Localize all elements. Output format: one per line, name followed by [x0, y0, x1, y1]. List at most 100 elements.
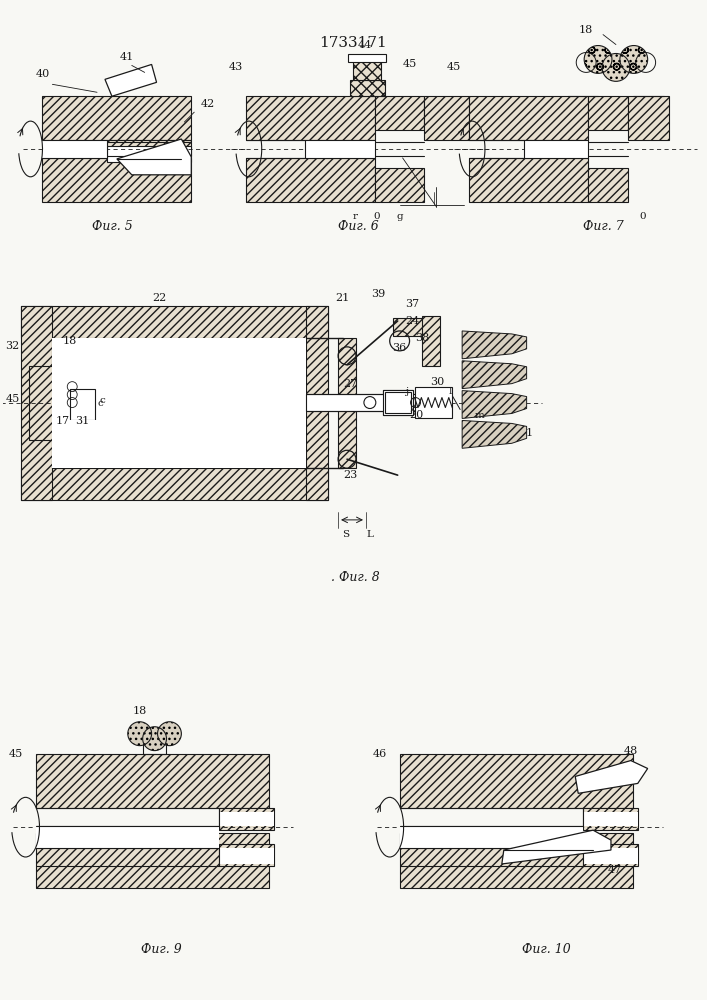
Text: j: j	[405, 387, 408, 396]
Bar	[628, 96, 670, 140]
Bar	[469, 96, 588, 140]
Text: 17: 17	[55, 416, 69, 426]
Text: 38: 38	[415, 333, 430, 343]
Bar	[42, 158, 192, 202]
Bar	[424, 96, 469, 140]
Polygon shape	[117, 139, 192, 175]
Polygon shape	[462, 391, 527, 418]
Text: 0: 0	[639, 212, 646, 221]
Ellipse shape	[620, 46, 648, 73]
Text: 18: 18	[579, 25, 593, 35]
Text: 42: 42	[201, 99, 215, 109]
Text: 23: 23	[343, 470, 357, 480]
Bar	[42, 96, 192, 140]
Text: 31: 31	[75, 416, 89, 426]
Text: Фиг. 5: Фиг. 5	[91, 220, 132, 233]
Bar	[469, 158, 588, 202]
Bar	[382, 390, 412, 415]
Bar	[53, 418, 108, 440]
Bar	[350, 80, 385, 96]
Text: . Фиг. 8: . Фиг. 8	[331, 571, 380, 584]
Text: Фиг. 9: Фиг. 9	[141, 943, 182, 956]
Bar	[583, 844, 638, 866]
Bar	[375, 168, 424, 202]
Bar	[385, 392, 411, 413]
Bar	[392, 318, 433, 336]
Bar	[21, 468, 328, 500]
Text: Фиг. 6: Фиг. 6	[337, 220, 378, 233]
Polygon shape	[462, 331, 527, 359]
Bar	[338, 338, 356, 468]
Bar	[588, 168, 628, 202]
Text: Фиг. 7: Фиг. 7	[583, 220, 624, 233]
Bar	[42, 140, 107, 158]
Bar	[306, 306, 328, 500]
Ellipse shape	[128, 722, 151, 746]
Text: 46: 46	[373, 749, 387, 759]
Text: r: r	[353, 212, 358, 221]
Polygon shape	[462, 420, 527, 448]
Text: 43: 43	[229, 62, 243, 72]
Bar	[35, 754, 269, 808]
Text: 36: 36	[392, 343, 407, 353]
Text: 45: 45	[402, 59, 416, 69]
Bar	[107, 140, 192, 156]
Text: 1: 1	[526, 428, 533, 438]
Bar	[414, 387, 452, 418]
Bar	[524, 140, 588, 158]
Bar	[583, 848, 638, 864]
Text: 45: 45	[8, 749, 23, 759]
Text: 1733171: 1733171	[319, 36, 387, 50]
Bar	[353, 60, 381, 80]
Bar	[70, 410, 95, 420]
Text: 45: 45	[447, 62, 462, 72]
Text: 0: 0	[373, 212, 380, 221]
Polygon shape	[575, 761, 648, 793]
Text: c: c	[99, 396, 105, 405]
Ellipse shape	[158, 722, 182, 746]
Bar	[70, 389, 95, 420]
Text: 22: 22	[153, 293, 167, 303]
Bar	[382, 390, 412, 415]
Ellipse shape	[602, 53, 630, 81]
Bar	[306, 394, 416, 411]
Bar	[246, 96, 375, 140]
Bar	[588, 96, 628, 130]
Bar	[52, 391, 97, 420]
Bar	[35, 833, 269, 888]
Polygon shape	[462, 361, 527, 389]
Bar	[348, 54, 386, 62]
Bar	[53, 420, 108, 438]
Bar	[399, 754, 633, 808]
Text: 24: 24	[405, 316, 420, 326]
Bar	[52, 338, 306, 468]
Bar	[70, 389, 95, 399]
Bar	[375, 96, 424, 130]
Bar	[246, 158, 375, 202]
Text: 45: 45	[6, 394, 20, 404]
Bar	[52, 399, 97, 412]
Text: 18: 18	[133, 706, 147, 716]
Bar	[35, 826, 219, 848]
Bar	[583, 812, 638, 826]
Text: Фиг. 10: Фиг. 10	[522, 943, 571, 956]
Bar	[21, 306, 328, 338]
Bar	[399, 833, 633, 888]
Text: 21: 21	[335, 293, 349, 303]
Text: 30: 30	[431, 377, 445, 387]
Text: S: S	[342, 530, 350, 539]
Bar	[219, 812, 274, 826]
Text: 37: 37	[406, 299, 419, 309]
Bar	[305, 140, 375, 158]
Text: 20: 20	[409, 410, 423, 420]
Text: 41: 41	[119, 52, 134, 62]
Text: g: g	[397, 212, 403, 221]
Text: L: L	[366, 530, 373, 539]
Text: 40: 40	[35, 69, 49, 79]
Text: 48: 48	[624, 746, 638, 756]
Polygon shape	[502, 830, 611, 864]
Bar	[107, 146, 192, 162]
Text: 39: 39	[370, 289, 385, 299]
Bar	[399, 826, 583, 848]
Bar	[219, 848, 274, 864]
